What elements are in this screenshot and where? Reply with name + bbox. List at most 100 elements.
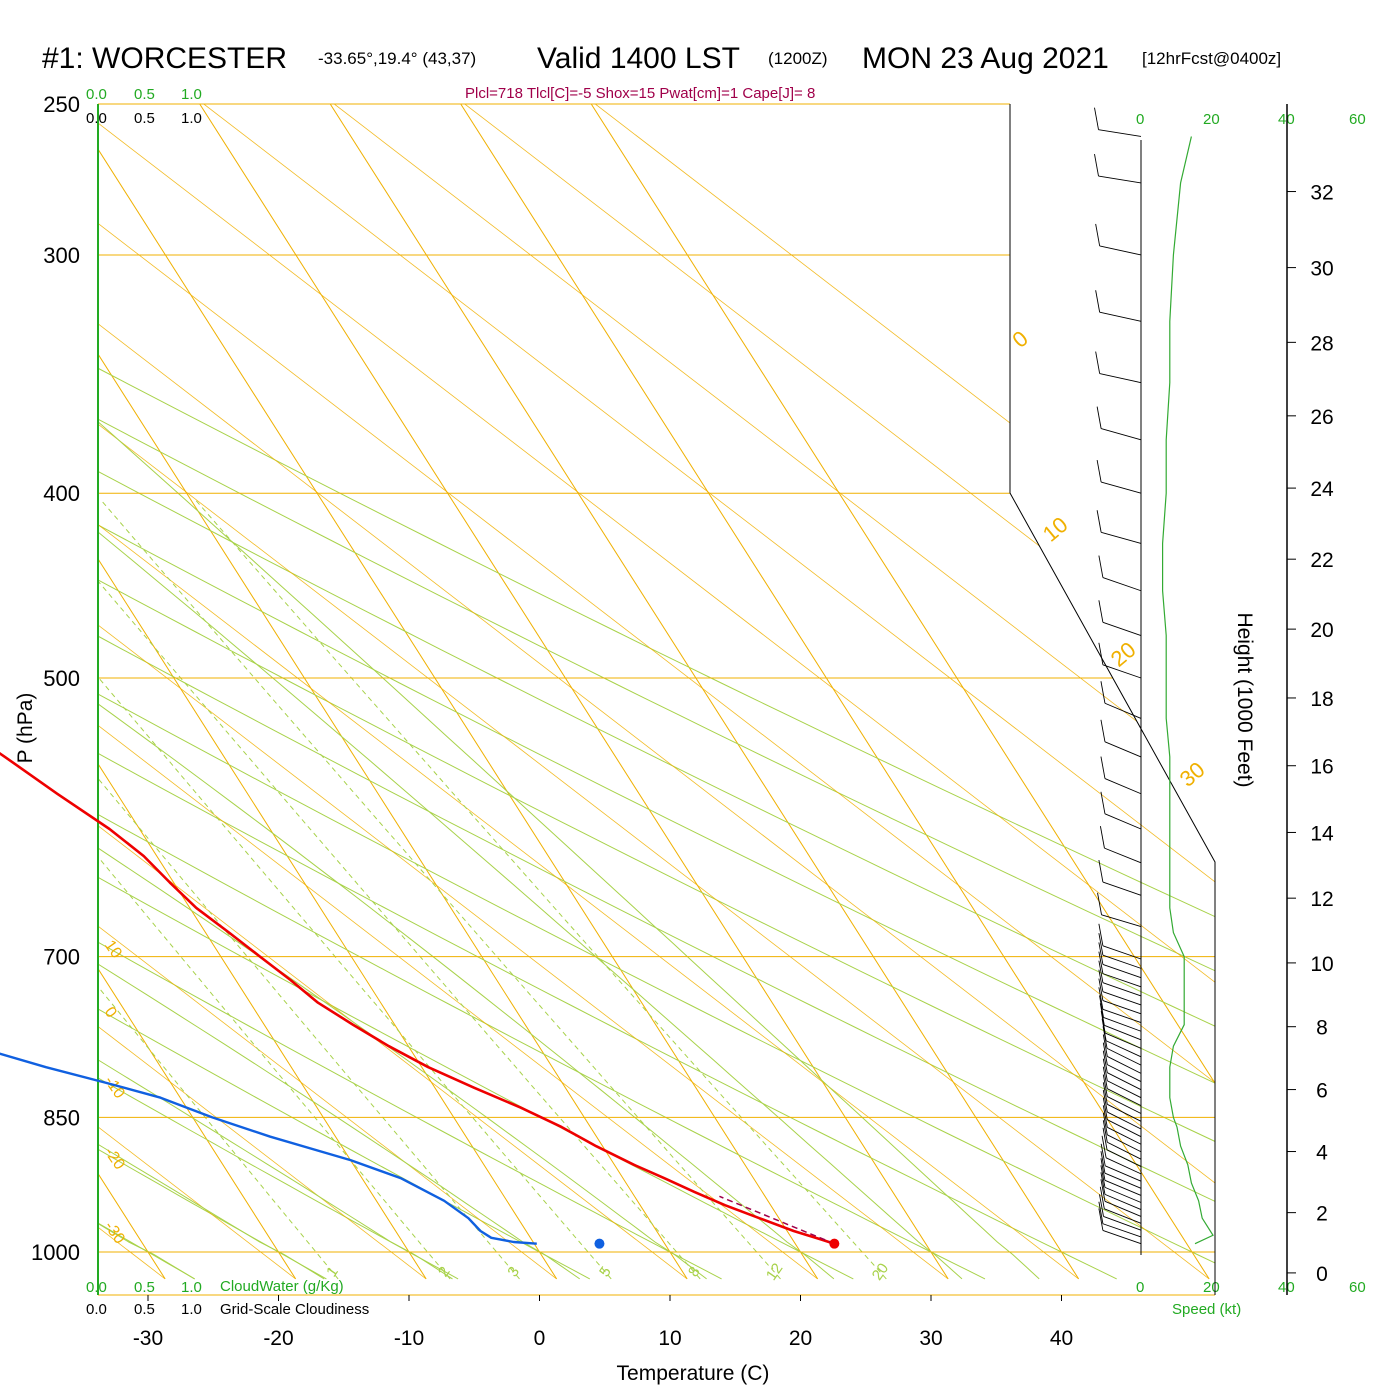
top-cw-tick-1: 0.5 xyxy=(134,86,155,103)
isotherm-line xyxy=(98,104,427,1280)
dry-adiabat-line xyxy=(98,113,591,1280)
wind-barb xyxy=(1104,741,1142,758)
station-title: #1: WORCESTER xyxy=(42,42,287,75)
isotherm-line xyxy=(98,104,819,1280)
wind-barb-flag xyxy=(1101,1135,1107,1158)
wind-barb xyxy=(1107,1134,1142,1153)
dry-adiabat-label: 10 xyxy=(101,937,125,961)
temperature-tick-label: 30 xyxy=(919,1327,942,1350)
wind-barb xyxy=(1105,1032,1142,1049)
height-tick-label: 10 xyxy=(1310,953,1333,976)
moist-adiabat-line xyxy=(98,113,963,1280)
wind-barb xyxy=(1102,621,1142,636)
wind-barb-flag xyxy=(1098,960,1104,983)
sounding-profiles xyxy=(0,751,840,1249)
wind-barb xyxy=(1106,1047,1142,1066)
wind-barb-flag xyxy=(1098,978,1104,1001)
temperature-tick-label: 20 xyxy=(789,1327,812,1350)
height-tick-label: 8 xyxy=(1316,1017,1328,1040)
height-tick-label: 32 xyxy=(1310,182,1333,205)
isotherm-line xyxy=(0,104,35,1279)
temperature-tick-label: 10 xyxy=(658,1327,681,1350)
height-tick-label: 18 xyxy=(1310,688,1333,711)
wind-barb xyxy=(1104,847,1142,864)
wind-barb-flag xyxy=(1100,791,1106,814)
wind-barb xyxy=(1102,1000,1142,1015)
top-cw-tick-2: 1.0 xyxy=(181,86,202,103)
wind-barb xyxy=(1105,1157,1142,1175)
mixing-ratio-line xyxy=(194,499,887,1280)
wind-barb-flag xyxy=(1096,459,1102,483)
bot-cw-tick-1: 0.5 xyxy=(134,1279,155,1296)
wind-barb-flag xyxy=(1098,969,1104,992)
dry-adiabat-line xyxy=(98,113,327,1280)
adiabat-line xyxy=(98,104,1079,1280)
adiabat-line xyxy=(98,104,1215,1280)
wind-barb xyxy=(1098,175,1142,184)
wind-barb-flag xyxy=(1102,1058,1108,1081)
height-tick-label: 24 xyxy=(1310,478,1334,501)
wind-barb xyxy=(1104,1179,1142,1196)
adiabat-line xyxy=(98,104,1210,1280)
wind-barb xyxy=(1104,1024,1142,1041)
wind-barb-flag xyxy=(1097,892,1102,915)
adiabat-line xyxy=(464,104,1215,1280)
wind-barb-flag xyxy=(1098,951,1104,974)
wind-barb xyxy=(1107,1103,1142,1122)
wind-barb-flag xyxy=(1100,1179,1106,1202)
wind-barb xyxy=(1101,428,1142,441)
wind-barb-flag xyxy=(1102,1127,1108,1150)
adiabat-line xyxy=(98,104,296,1280)
wind-barb xyxy=(1102,664,1142,679)
temperature-tick-label: 0 xyxy=(534,1327,546,1350)
isotherm-line xyxy=(98,104,297,1280)
wind-barb xyxy=(1102,982,1142,997)
wind-panel xyxy=(1094,107,1214,1255)
wind-barb-flag xyxy=(1095,223,1101,247)
moist-adiabat-line xyxy=(98,113,580,1280)
wind-barb xyxy=(1101,531,1142,544)
bot-cw-tick-0: 0.0 xyxy=(86,1279,107,1296)
wind-barb-flag xyxy=(1102,1097,1108,1120)
wind-barb-flag xyxy=(1098,600,1104,623)
dry-adiabat-line xyxy=(98,113,1215,1280)
wind-barb xyxy=(1102,964,1142,979)
isotherm-label: 10 xyxy=(1038,512,1073,547)
wind-barb xyxy=(1099,245,1142,256)
adiabat-line xyxy=(98,104,1215,1280)
isotherm-line xyxy=(98,104,558,1280)
wind-barb xyxy=(1104,1200,1142,1217)
dry-adiabat-line xyxy=(98,113,1215,1280)
adiabat-line xyxy=(98,104,557,1280)
moist-adiabat-line xyxy=(98,113,835,1280)
wind-barb-flag xyxy=(1102,1042,1108,1065)
height-tick-label: 12 xyxy=(1310,888,1333,911)
dry-adiabat-label: -30 xyxy=(101,1218,128,1247)
forecast-info: [12hrFcst@0400z] xyxy=(1142,49,1281,68)
isotherm-line xyxy=(329,104,1080,1280)
height-tick-label: 2 xyxy=(1316,1203,1328,1226)
wind-barb xyxy=(1103,1017,1142,1032)
wind-barb-flag xyxy=(1102,1034,1108,1057)
dry-adiabat-line xyxy=(98,113,459,1280)
cloudiness-label: Grid-Scale Cloudiness xyxy=(220,1301,369,1318)
wind-barb-flag xyxy=(1096,406,1102,429)
sounding-indices: Plcl=718 Tlcl[C]=-5 Shox=15 Pwat[cm]=1 C… xyxy=(465,85,815,102)
adiabat-line xyxy=(98,104,949,1280)
wind-barb-flag xyxy=(1095,351,1101,374)
wind-barb xyxy=(1105,1040,1142,1058)
adiabat-line xyxy=(203,104,1215,1280)
isotherm-label: 0 xyxy=(1007,326,1032,353)
wind-barb xyxy=(1104,1186,1142,1203)
dry-adiabat-line xyxy=(98,113,854,1280)
top-cw-tick-0: 0.0 xyxy=(86,86,107,103)
wind-barb-flag xyxy=(1098,859,1104,883)
wind-barb-flag xyxy=(1098,642,1104,665)
adiabat-line xyxy=(98,104,427,1280)
adiabat-line xyxy=(98,104,818,1280)
dry-adiabat-line xyxy=(98,113,1215,1280)
bot-cl-tick-0: 0.0 xyxy=(86,1301,107,1318)
height-tick-label: 26 xyxy=(1310,406,1333,429)
height-tick-label: 16 xyxy=(1310,756,1333,779)
